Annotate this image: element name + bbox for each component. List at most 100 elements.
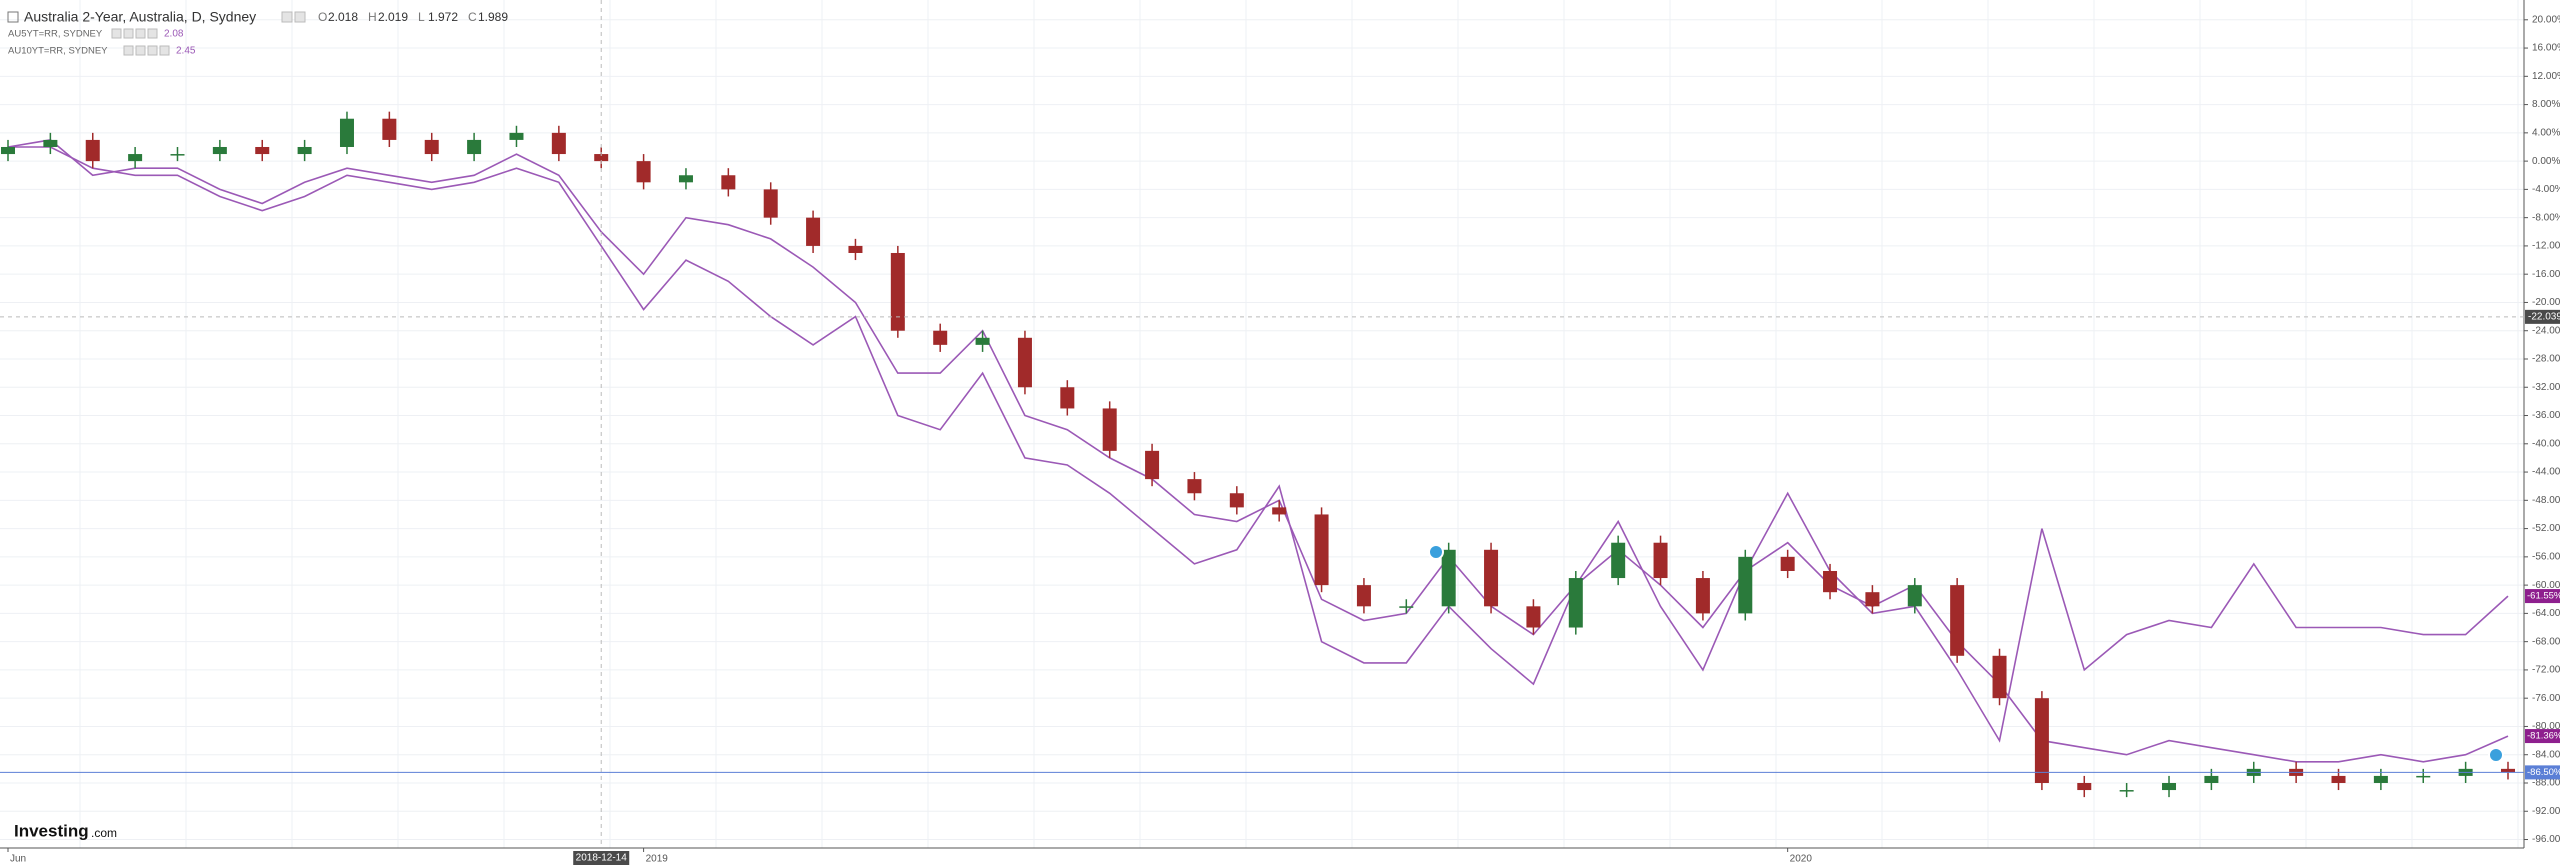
candle-body (975, 337, 990, 345)
candle-body (1568, 578, 1583, 628)
ohlc-value: 1.972 (428, 10, 458, 24)
y-tick-label: -36.00% (2532, 410, 2560, 421)
candle-body (678, 175, 693, 183)
y-tick-label: -88.00% (2532, 778, 2560, 789)
y-tick-label: -60.00% (2532, 580, 2560, 591)
price-label: -61.55% (2527, 591, 2560, 602)
y-tick-label: -68.00% (2532, 636, 2560, 647)
legend-label: AU5YT=RR, SYDNEY (8, 29, 103, 40)
ohlc-key: C (468, 10, 477, 24)
candle-body (2501, 768, 2515, 773)
crosshair-y-box (2525, 309, 2560, 324)
legend-value: 2.08 (164, 29, 184, 40)
y-tick-label: -92.00% (2532, 806, 2560, 817)
y-tick-label: -72.00% (2532, 665, 2560, 676)
y-tick-label: 0.00% (2532, 156, 2560, 167)
candle-body (1907, 585, 1922, 607)
candle-body (424, 139, 439, 155)
y-tick-label: 20.00% (2532, 14, 2560, 25)
candle-body (890, 252, 905, 331)
y-tick-label: -96.00% (2532, 834, 2560, 845)
legend-buttons[interactable] (111, 11, 306, 56)
ohlc-value: 2.019 (378, 10, 408, 24)
candle-body (43, 139, 58, 147)
y-tick-label: -80.00% (2532, 721, 2560, 732)
candle-body (1314, 514, 1329, 586)
candle-body (1272, 507, 1287, 515)
candle-body (255, 146, 270, 155)
y-tick-label: -24.00% (2532, 325, 2560, 336)
y-tick-label: -12.00% (2532, 241, 2560, 252)
candle-body (1526, 606, 1541, 628)
x-tick-label: Jun (10, 854, 26, 865)
y-tick-label: -48.00% (2532, 495, 2560, 506)
candle-body (382, 118, 397, 140)
grid (0, 0, 2524, 848)
ohlc-key: H (368, 10, 377, 24)
candle-body (1738, 556, 1753, 614)
series-line (8, 146, 2509, 743)
candle-body (1187, 479, 1202, 494)
watermark-suffix: .com (91, 826, 117, 840)
price-label: -86.50% (2527, 767, 2560, 778)
candle-body (933, 330, 948, 345)
y-tick-label: -28.00% (2532, 354, 2560, 365)
price-label-box (2525, 765, 2560, 780)
y-tick-label: -40.00% (2532, 438, 2560, 449)
candle-body (594, 154, 609, 162)
ohlc-key: O (318, 10, 327, 24)
candle-body (2331, 775, 2346, 783)
candle-body (1950, 585, 1965, 656)
candle-body (1484, 549, 1499, 607)
candle-body (1441, 549, 1456, 607)
y-tick-label: 4.00% (2532, 127, 2560, 138)
candle-body (721, 175, 736, 190)
candle-body (551, 132, 566, 155)
candle-body (85, 139, 100, 162)
price-label-box (2525, 589, 2560, 604)
candle-body (1992, 655, 2007, 699)
candle-body (1695, 578, 1710, 614)
candle-body (1017, 337, 1032, 388)
candle-body (212, 146, 227, 155)
crosshair-y-label: -22.039 (2528, 312, 2560, 323)
candle-body (128, 154, 143, 162)
candle-body (1, 146, 15, 155)
crosshair-x-label: 2018-12-14 (576, 853, 628, 864)
y-tick-label: -76.00% (2532, 693, 2560, 704)
y-tick-label: -20.00% (2532, 297, 2560, 308)
candle-body (806, 217, 821, 246)
candle-body (1102, 408, 1117, 451)
y-tick-label: -16.00% (2532, 269, 2560, 280)
y-tick-label: -4.00% (2532, 184, 2560, 195)
y-tick-label: -44.00% (2532, 467, 2560, 478)
candle-body (2034, 698, 2049, 783)
price-label: -81.36% (2527, 731, 2560, 742)
y-tick-label: -56.00% (2532, 551, 2560, 562)
watermark: Investing (14, 821, 89, 840)
y-tick-label: -8.00% (2532, 212, 2560, 223)
y-tick-label: -52.00% (2532, 523, 2560, 534)
candle-body (763, 189, 778, 218)
candle-body (1145, 450, 1160, 480)
candle-body (509, 132, 524, 140)
legend-value: 2.45 (176, 46, 196, 57)
collapse-icon[interactable] (7, 11, 19, 23)
candle-body (1060, 387, 1075, 409)
y-tick-label: -32.00% (2532, 382, 2560, 393)
candle-body (2204, 775, 2219, 783)
candle-body (636, 161, 651, 183)
candle-body (2162, 782, 2177, 791)
candle-body (170, 154, 185, 156)
candle-body (1653, 542, 1668, 579)
event-markers[interactable] (1428, 544, 2504, 763)
ohlc-key: L (418, 10, 425, 24)
candle-body (1823, 570, 1838, 593)
candle-body (297, 146, 312, 155)
candle-body (848, 245, 863, 253)
y-tick-label: -84.00% (2532, 749, 2560, 760)
candle-body (2119, 790, 2134, 792)
candle-body (1399, 606, 1414, 608)
